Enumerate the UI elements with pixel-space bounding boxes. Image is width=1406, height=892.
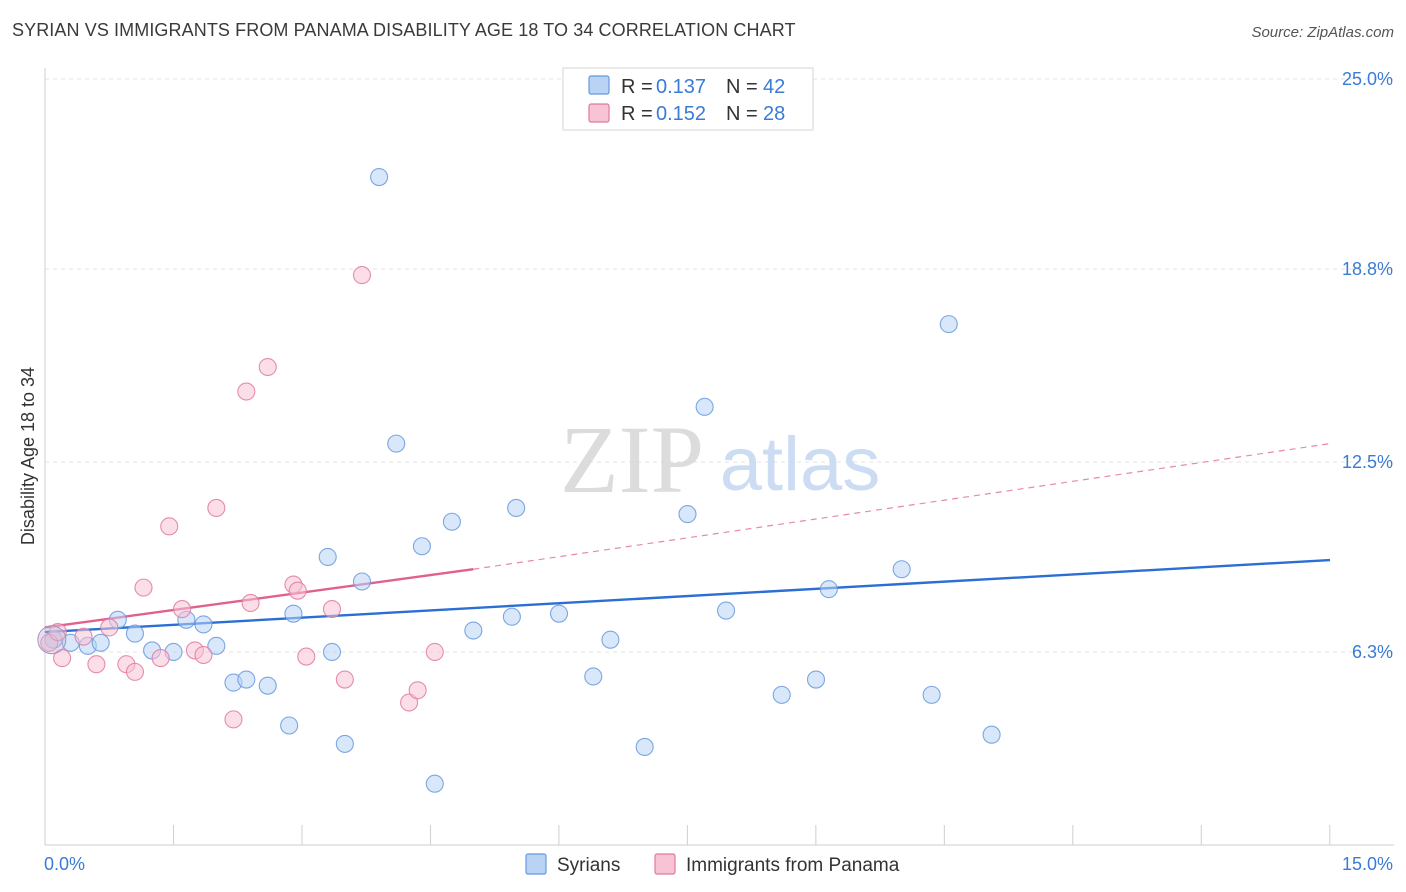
syrians-point-3 xyxy=(91,633,110,652)
y-tick-label-2: 18.8% xyxy=(1342,259,1393,279)
legend-r-value-syrians: 0.137 xyxy=(656,76,706,98)
panama-point-26 xyxy=(425,642,444,662)
panama-trend-extension xyxy=(473,443,1331,570)
syrians-point-9 xyxy=(194,615,213,634)
legend-n-value-syrians: 42 xyxy=(763,76,785,98)
legend-r-label-syrians: R = xyxy=(621,76,653,98)
watermark: ZIP atlas xyxy=(560,406,880,513)
syrians-point-37 xyxy=(819,580,838,599)
panama-point-16 xyxy=(241,593,260,612)
syrians-point-10 xyxy=(207,636,226,655)
syrians-point-22 xyxy=(412,537,431,556)
syrians-point-39 xyxy=(922,685,941,704)
panama-point-10 xyxy=(173,600,192,619)
panama-point-7 xyxy=(134,578,153,597)
panama-point-3 xyxy=(87,655,106,674)
data-points xyxy=(37,167,1001,793)
gridlines xyxy=(45,78,1394,653)
panama-point-15 xyxy=(237,382,256,401)
syrians-point-13 xyxy=(258,676,277,695)
panama-point-2 xyxy=(74,627,93,646)
x-tick-labels: 0.0% 15.0% xyxy=(44,854,1393,874)
syrians-point-25 xyxy=(464,621,483,640)
panama-point-27 xyxy=(48,623,67,642)
legend-swatch-syrians xyxy=(588,75,610,95)
watermark-atlas: atlas xyxy=(720,422,881,507)
legend-n-label-panama: N = xyxy=(726,103,758,125)
syrians-point-35 xyxy=(772,685,791,704)
legend-n-label-syrians: N = xyxy=(726,76,758,98)
bottom-legend-label-syrians: Syrians xyxy=(557,855,620,876)
panama-point-22 xyxy=(335,670,354,689)
syrians-point-15 xyxy=(284,604,303,623)
syrians-point-18 xyxy=(335,734,354,753)
syrians-trend-line xyxy=(44,558,1331,634)
chart-title: SYRIAN VS IMMIGRANTS FROM PANAMA DISABIL… xyxy=(12,20,796,40)
syrians-point-32 xyxy=(678,505,697,524)
panama-point-12 xyxy=(194,645,213,665)
panama-point-20 xyxy=(297,647,316,666)
syrians-point-29 xyxy=(584,667,603,686)
series-legend: Syrians Immigrants from Panama xyxy=(525,853,900,876)
syrians-point-30 xyxy=(601,630,620,649)
y-tick-label-3: 25.0% xyxy=(1342,69,1393,89)
axes xyxy=(44,68,1394,846)
syrians-point-26 xyxy=(502,607,521,626)
source-label: Source: ZipAtlas.com xyxy=(1251,24,1394,41)
panama-point-4 xyxy=(100,618,119,637)
panama-point-6 xyxy=(125,662,144,681)
syrians-point-16 xyxy=(318,547,337,567)
panama-point-21 xyxy=(322,600,342,619)
panama-point-13 xyxy=(207,498,226,518)
syrians-point-41 xyxy=(982,725,1001,744)
panama-point-8 xyxy=(151,649,170,668)
syrians-point-19 xyxy=(352,572,372,591)
legend-n-value-panama: 28 xyxy=(763,103,785,125)
panama-point-19 xyxy=(288,581,307,600)
legend-swatch-panama xyxy=(588,103,610,123)
stats-legend: R = 0.137 N = 42 R = 0.152 N = 28 xyxy=(562,67,814,131)
panama-point-23 xyxy=(352,266,372,285)
bottom-legend-label-panama: Immigrants from Panama xyxy=(686,855,900,876)
syrians-point-21 xyxy=(387,434,406,453)
y-tick-labels: 6.3% 12.5% 18.8% 25.0% xyxy=(1342,69,1393,662)
syrians-point-23 xyxy=(425,774,444,793)
syrians-point-5 xyxy=(125,624,144,643)
x-tick-label-0: 0.0% xyxy=(44,854,85,874)
syrians-point-14 xyxy=(280,716,299,735)
syrians-point-28 xyxy=(549,604,569,623)
syrians-point-38 xyxy=(892,560,911,579)
x-tick-label-1: 15.0% xyxy=(1342,854,1393,874)
syrians-point-17 xyxy=(322,642,342,662)
syrians-point-20 xyxy=(370,167,389,187)
panama-point-25 xyxy=(408,681,427,700)
syrians-point-34 xyxy=(716,601,736,620)
syrians-point-40 xyxy=(939,315,958,334)
syrians-point-33 xyxy=(695,397,714,416)
panama-point-9 xyxy=(160,517,179,536)
bottom-legend-swatch-syrians xyxy=(525,853,547,875)
panama-point-14 xyxy=(224,710,243,729)
syrians-point-36 xyxy=(806,670,826,689)
syrians-point-24 xyxy=(442,512,461,531)
bottom-legend-swatch-panama xyxy=(654,853,676,875)
y-tick-label-0: 6.3% xyxy=(1352,642,1393,662)
syrians-point-31 xyxy=(635,737,654,757)
cluster-point xyxy=(37,625,67,655)
panama-point-17 xyxy=(258,357,277,377)
panama-point-24 xyxy=(400,693,419,712)
legend-r-value-panama: 0.152 xyxy=(656,103,706,125)
y-axis-title: Disability Age 18 to 34 xyxy=(18,367,38,545)
syrians-point-12 xyxy=(237,670,256,689)
watermark-zip: ZIP xyxy=(560,406,704,513)
y-tick-label-1: 12.5% xyxy=(1342,452,1393,472)
syrians-point-27 xyxy=(507,498,526,518)
legend-r-label-panama: R = xyxy=(621,103,653,125)
